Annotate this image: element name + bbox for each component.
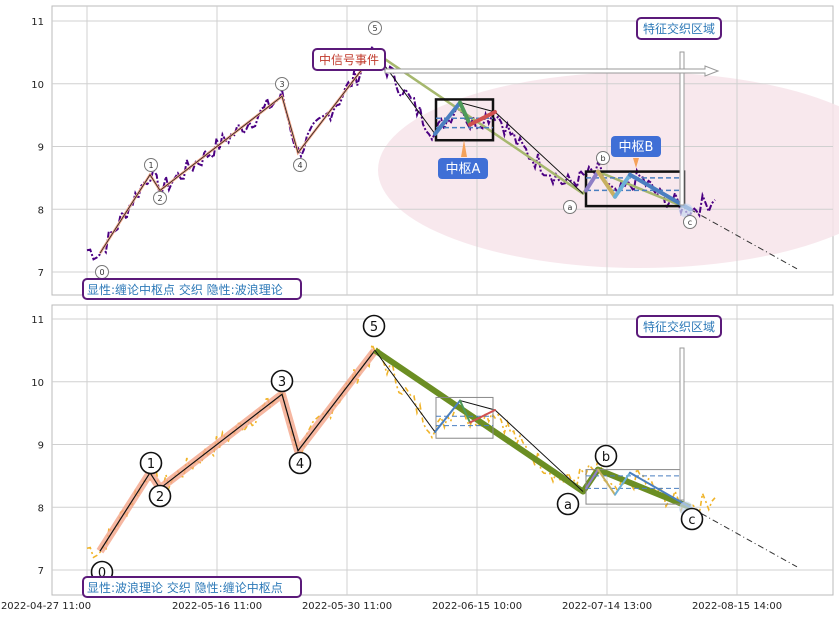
top-projection-line <box>689 208 798 270</box>
bottom-region-arrow <box>679 347 685 501</box>
event-label: 中信号事件 <box>319 52 379 67</box>
top-pivot-segment <box>468 109 497 127</box>
bottom-ytick-label: 10 <box>31 378 44 389</box>
top-endpoint-marker <box>679 203 693 218</box>
wave-label-circle-1 <box>144 158 158 172</box>
wave-label-circle-5 <box>362 314 386 338</box>
wave-label-4: 4 <box>297 161 302 170</box>
wave-label-circle-b <box>594 444 618 468</box>
wave-label-circle-5 <box>368 21 382 35</box>
wave-label-circle-1 <box>139 451 163 475</box>
bottom-legend-text: 显性:波浪理论 交织 隐性:缠论中枢点 <box>87 580 283 595</box>
bottom-projection-line <box>689 506 798 568</box>
wave-label-a: a <box>564 498 572 513</box>
wave-label-1: 1 <box>147 457 155 472</box>
bottom-region-label-box <box>636 315 722 338</box>
wave-label-0: 0 <box>98 566 106 581</box>
wave-label-circle-c <box>683 215 697 229</box>
x-tick-label: 2022-04-27 11:00 <box>1 601 91 612</box>
wave-label-2: 2 <box>157 194 162 203</box>
bottom-ytick-label: 7 <box>38 566 44 577</box>
wave-label-b: b <box>600 154 605 163</box>
top-ytick-label: 9 <box>38 143 44 154</box>
pivot-b-label: 中枢B <box>619 140 654 155</box>
wave-label-c: c <box>688 513 695 528</box>
wave-label-2: 2 <box>156 490 164 505</box>
bottom-pivot-segment <box>459 399 471 424</box>
top-ytick-label: 11 <box>31 17 44 28</box>
wave-label-circle-a <box>556 492 580 516</box>
pivot-a-label: 中枢A <box>446 162 481 177</box>
bottom-pivot-segment <box>585 468 599 490</box>
x-tick-label: 2022-05-30 11:00 <box>302 601 392 612</box>
top-region-label-box <box>636 17 722 40</box>
top-pivot-box-a <box>434 98 495 142</box>
wave-label-0: 0 <box>99 268 104 277</box>
top-legend-box <box>82 278 302 300</box>
bottom-panel-frame <box>51 304 834 596</box>
wave-label-3: 3 <box>278 375 286 390</box>
wave-label-circle-4 <box>293 158 307 172</box>
top-legend-text: 显性:缠论中枢点 交织 隐性:波浪理论 <box>87 282 283 297</box>
top-pivot-segment <box>584 169 600 193</box>
bottom-impulse-wave <box>99 350 376 552</box>
x-tick-label: 2022-08-15 14:00 <box>692 601 782 612</box>
pivot-a-label-box <box>438 158 488 179</box>
pivot-b-label-box <box>611 136 661 157</box>
top-region-label: 特征交织区域 <box>643 21 715 36</box>
bottom-region-label: 特征交织区域 <box>643 319 715 334</box>
wave-label-circle-b <box>596 151 610 165</box>
wave-label-circle-4 <box>288 451 312 475</box>
top-ytick-label: 8 <box>38 205 44 216</box>
wave-label-b: b <box>602 450 610 465</box>
event-label-box <box>312 48 386 71</box>
x-tick-label: 2022-06-15 10:00 <box>432 601 522 612</box>
bottom-ytick-label: 9 <box>38 441 44 452</box>
bottom-ytick-label: 11 <box>31 315 44 326</box>
top-pivot-segment <box>613 172 632 199</box>
x-tick-label: 2022-05-16 11:00 <box>172 601 262 612</box>
wave-label-circle-3 <box>275 77 289 91</box>
bottom-pivot-box-a <box>435 396 494 439</box>
top-pivot-segment <box>458 100 472 127</box>
bottom-pivot-segment <box>469 408 496 424</box>
top-region-arrow <box>679 51 685 206</box>
bottom-pivot-segment <box>434 399 461 433</box>
bottom-ytick-label: 8 <box>38 503 44 514</box>
wave-label-circle-a <box>563 200 577 214</box>
bottom-pivot-segment <box>629 471 691 509</box>
wave-label-a: a <box>568 203 573 212</box>
pivot-b-pointer <box>633 158 639 168</box>
top-pivot-segment <box>596 169 617 199</box>
bottom-pivot-segment <box>597 468 616 496</box>
top-impulse-wave-core <box>99 52 376 254</box>
top-pivot-segment <box>433 100 462 136</box>
top-ytick-label: 7 <box>38 268 44 279</box>
pivot-a-pointer <box>461 140 467 157</box>
top-ytick-label: 10 <box>31 80 44 91</box>
bottom-legend-box <box>82 576 302 598</box>
bottom-pivot-segment <box>614 471 631 496</box>
wave-label-circle-2 <box>148 484 172 508</box>
wave-label-circle-2 <box>153 191 167 205</box>
wave-label-4: 4 <box>296 457 304 472</box>
wave-label-circle-c <box>680 507 704 531</box>
wave-label-5: 5 <box>372 24 377 33</box>
wave-label-1: 1 <box>148 161 153 170</box>
x-tick-label: 2022-07-14 13:00 <box>562 601 652 612</box>
wave-label-c: c <box>688 218 692 227</box>
wave-label-3: 3 <box>279 80 284 89</box>
event-arrow <box>384 65 720 77</box>
wave-label-circle-3 <box>270 369 294 393</box>
wave-label-5: 5 <box>370 320 378 335</box>
